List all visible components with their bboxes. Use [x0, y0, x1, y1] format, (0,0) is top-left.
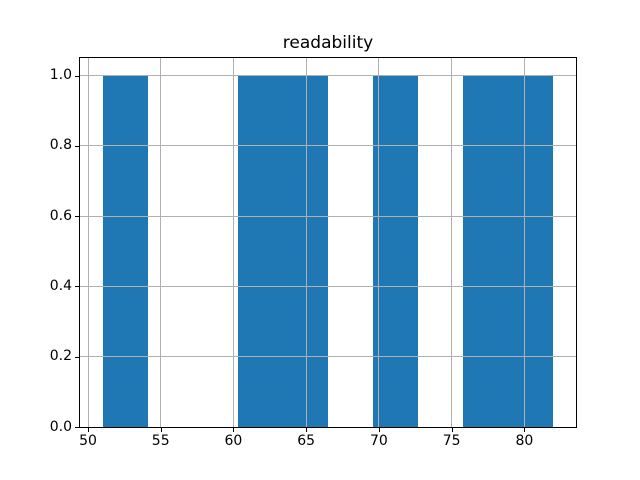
vertical-gridline	[378, 58, 380, 427]
x-tick-label: 50	[79, 433, 97, 449]
x-tick-label: 75	[442, 433, 461, 449]
y-tick-label: 0.4	[49, 277, 72, 294]
horizontal-gridline	[80, 215, 576, 217]
y-tick-mark	[75, 286, 79, 288]
horizontal-gridline	[80, 426, 576, 427]
y-tick-mark	[75, 356, 79, 358]
vertical-gridline	[160, 58, 162, 427]
horizontal-gridline	[80, 356, 576, 358]
plot-area	[80, 58, 576, 427]
vertical-gridline	[232, 58, 234, 427]
x-tick-mark	[306, 428, 308, 432]
vertical-gridline	[305, 58, 307, 427]
x-tick-mark	[88, 428, 89, 432]
y-tick-mark	[75, 145, 79, 147]
x-tick-mark	[160, 428, 162, 432]
chart-title: readability	[282, 33, 374, 53]
histogram-bar	[373, 75, 419, 427]
x-tick-mark	[451, 428, 453, 432]
y-tick-label: 0.0	[49, 418, 72, 435]
y-tick-label: 1.0	[49, 67, 72, 84]
vertical-gridline	[451, 58, 453, 427]
histogram-bar	[463, 75, 509, 427]
y-tick-mark	[75, 216, 79, 218]
histogram-bar	[102, 75, 148, 427]
y-tick-label: 0.6	[49, 207, 72, 224]
x-tick-mark	[378, 428, 380, 432]
histogram-bar	[237, 75, 283, 427]
y-tick-label: 0.8	[49, 137, 72, 154]
x-tick-mark	[524, 428, 526, 432]
vertical-gridline	[523, 58, 525, 427]
y-tick-label: 0.2	[49, 348, 72, 365]
x-tick-label: 65	[297, 433, 316, 449]
horizontal-gridline	[80, 75, 576, 77]
histogram-bar	[508, 75, 554, 427]
x-tick-label: 55	[151, 433, 170, 449]
horizontal-gridline	[80, 145, 576, 147]
x-tick-label: 70	[369, 433, 388, 449]
histogram-bar	[282, 75, 328, 427]
x-tick-label: 80	[515, 433, 534, 449]
horizontal-gridline	[80, 285, 576, 287]
vertical-gridline	[87, 58, 89, 427]
y-tick-mark	[75, 75, 79, 77]
x-tick-mark	[233, 428, 235, 432]
y-tick-mark	[75, 427, 79, 428]
x-tick-label: 60	[224, 433, 243, 449]
